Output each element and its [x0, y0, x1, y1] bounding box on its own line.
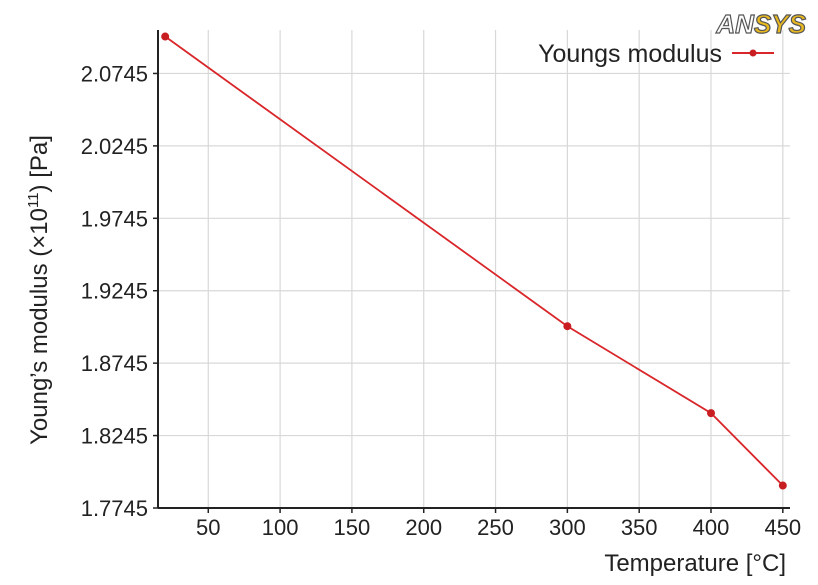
legend-marker-swatch	[749, 49, 757, 57]
x-tick-label: 150	[334, 515, 371, 540]
y-axis-title-suffix: ) [Pa]	[26, 135, 53, 192]
x-tick-label: 200	[405, 515, 442, 540]
grid	[158, 30, 790, 509]
legend: Youngs modulus	[538, 40, 774, 68]
ansys-logo: ANSYS	[715, 8, 807, 39]
x-tick-label: 350	[621, 515, 658, 540]
y-tick-label: 2.0745	[81, 61, 148, 86]
x-axis-ticks: 50 100 150 200 250 300 350 400 450	[196, 508, 801, 540]
series-layer	[161, 32, 787, 490]
y-axis-ticks: 1.7745 1.8245 1.8745 1.9245 1.9745 2.0245 2.07…	[81, 61, 158, 521]
x-tick-label: 250	[477, 515, 514, 540]
data-point	[563, 322, 572, 331]
logo-text-sys: SYS	[754, 9, 807, 39]
legend-label: Youngs modulus	[538, 40, 722, 68]
y-axis-title: Young’s modulus (×1011) [Pa]	[25, 135, 53, 445]
y-tick-label: 1.7745	[81, 496, 148, 521]
logo-text-an: AN	[715, 9, 755, 39]
data-point	[778, 481, 787, 490]
y-tick-label: 1.9245	[81, 279, 148, 304]
plot-frame	[157, 30, 790, 509]
x-tick-label: 50	[196, 515, 220, 540]
data-point	[161, 32, 170, 41]
series-line	[164, 35, 784, 487]
logo-text: ANSYS	[715, 9, 806, 39]
y-axis-title-prefix: Young’s modulus (×10	[26, 208, 53, 445]
x-axis-title: Temperature [°C]	[604, 550, 786, 577]
y-axis-title-exponent: 11	[25, 192, 42, 208]
x-tick-label: 100	[262, 515, 299, 540]
x-tick-label: 400	[693, 515, 730, 540]
y-tick-label: 1.9745	[81, 206, 148, 231]
y-tick-label: 1.8745	[81, 351, 148, 376]
y-tick-label: 1.8245	[81, 424, 148, 449]
x-tick-label: 300	[549, 515, 586, 540]
y-tick-label: 2.0245	[81, 134, 148, 159]
x-tick-label: 450	[764, 515, 801, 540]
data-point	[707, 409, 715, 418]
